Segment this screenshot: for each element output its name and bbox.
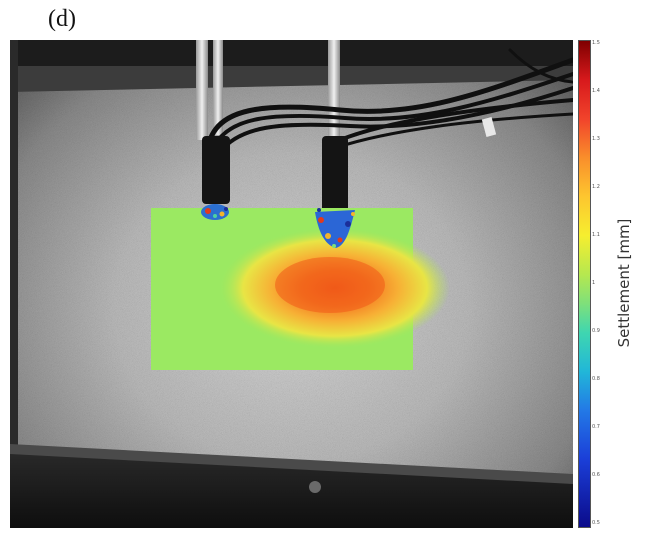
colorbar-tick: 0.5	[592, 520, 600, 526]
colorbar-tick: 1	[592, 280, 596, 286]
colorbar-tick: 0.7	[592, 424, 600, 430]
colorbar-tick: 1.4	[592, 88, 600, 94]
colorbar-title: Settlement [mm]	[615, 218, 633, 348]
colorbar-tick: 0.8	[592, 376, 600, 382]
settlement-photo	[10, 40, 573, 528]
colorbar-gradient	[578, 40, 591, 528]
colorbar: 1.5 1.4 1.3 1.2 1.1 1 0.9 0.8 0.7 0.6 0.…	[576, 40, 651, 528]
colorbar-tick: 1.5	[592, 40, 600, 46]
panel-label: (d)	[48, 6, 76, 32]
colorbar-tick: 1.2	[592, 184, 600, 190]
colorbar-tick: 1.1	[592, 232, 600, 238]
colorbar-tick: 0.6	[592, 472, 600, 478]
colorbar-tick: 0.9	[592, 328, 600, 334]
colorbar-tick: 1.3	[592, 136, 600, 142]
